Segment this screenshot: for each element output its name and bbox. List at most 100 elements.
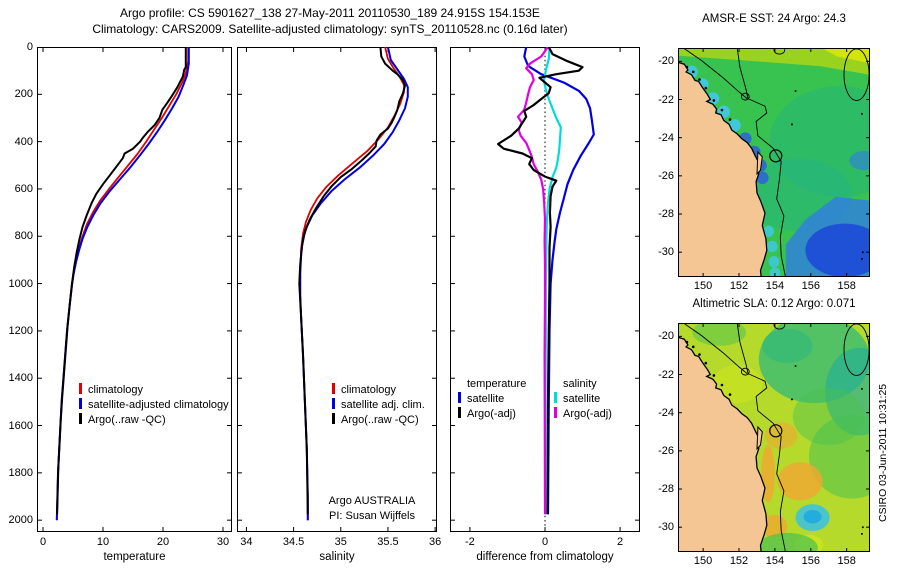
y-tick-label: 600: [14, 182, 33, 195]
panel-diff-plot: [450, 47, 640, 532]
panel-temp-plot: [37, 47, 232, 532]
field-layer: [678, 48, 870, 75]
map-lat-label: -28: [658, 208, 674, 221]
map-lat-label: -22: [658, 93, 674, 106]
contour-loop: [773, 48, 786, 55]
x-tick-label: 20: [156, 536, 170, 548]
plot-box: [37, 47, 232, 532]
contour-dot: [860, 532, 863, 535]
legend-item: satellite-adjusted climatology: [79, 398, 229, 413]
legend-line-swatch: [554, 407, 557, 418]
legend-item-label: Argo(..raw -QC): [88, 414, 166, 426]
map-lon-label: 156: [801, 555, 820, 567]
legend-item: climatology: [79, 383, 229, 398]
series-climatology: [55, 47, 190, 521]
program-annotation-line2: PI: Susan Wijffels: [329, 510, 415, 522]
contour-dot: [860, 387, 863, 390]
legend-item: satellite: [458, 392, 526, 407]
field-layer: [777, 462, 823, 501]
island-polygon: [756, 150, 763, 176]
map-lat-label: -30: [658, 521, 674, 534]
x-tick-label: 0: [541, 536, 549, 548]
y-tick-label: 2000: [8, 514, 33, 527]
legend-line-swatch: [458, 407, 461, 418]
island-dot: [720, 383, 724, 387]
map-lon-label: 152: [729, 280, 749, 292]
y-tick-label: 1600: [8, 419, 33, 432]
legend-line-swatch: [554, 392, 557, 403]
field-layer: [809, 414, 870, 499]
difference-temperature-legend: temperature satellite Argo(-adj): [458, 377, 526, 422]
field-layer: [768, 256, 780, 268]
field-layer: [803, 510, 822, 524]
map-lat-label: -30: [658, 246, 674, 259]
map-lon-label: 154: [765, 555, 785, 567]
legend-item: satellite adj. clim.: [332, 398, 425, 413]
map-lat-label: -22: [658, 368, 674, 381]
legend-line-swatch: [79, 383, 82, 394]
map-lon-label: 150: [693, 555, 713, 567]
series-temperature-satellite: [523, 47, 595, 515]
map-lon-label: 152: [729, 555, 749, 567]
map-sst-canvas: [678, 48, 870, 277]
legend-item-label: climatology: [88, 384, 144, 396]
legend-item: Argo(-adj): [458, 407, 526, 422]
map-lon-label: 158: [837, 280, 856, 292]
series-climatology: [299, 47, 405, 521]
island-dot: [712, 374, 716, 377]
plot-box: [237, 47, 437, 532]
map-lat-label: -24: [658, 406, 674, 419]
contour-dot: [790, 123, 793, 126]
argo-position-marker: [769, 424, 783, 438]
x-tick-label: 35: [334, 536, 347, 548]
series-salinity-argo-adj-: [516, 47, 549, 515]
x-tick-label: 0: [39, 536, 47, 548]
legend-group-header: salinity: [563, 378, 597, 390]
legend-item: Argo(..raw -QC): [332, 413, 425, 428]
legend-item: Argo(..raw -QC): [79, 413, 229, 428]
y-tick-label: 400: [14, 135, 33, 148]
program-annotation-line1: Argo AUSTRALIA: [328, 495, 416, 507]
island-dot: [704, 86, 708, 90]
field-layer: [849, 151, 870, 171]
island-dot: [728, 118, 732, 121]
map-lat-label: -20: [658, 330, 674, 343]
map-sla-canvas: [678, 323, 870, 552]
map-lon-label: 158: [837, 555, 856, 567]
x-tick-label: 36: [428, 536, 442, 548]
legend-item-label: climatology: [341, 384, 397, 396]
contour-dot: [860, 112, 863, 115]
y-tick-label: 1400: [8, 372, 33, 385]
legend-line-swatch: [79, 413, 82, 424]
field-layer: [756, 532, 818, 552]
x-tick-label: 35.5: [377, 536, 399, 548]
map-lon-label: 150: [693, 280, 713, 292]
field-layer: [706, 92, 720, 105]
series-argo-raw-qc-: [56, 47, 187, 515]
contour-dot: [794, 364, 797, 367]
series-temperature-argo-adj-: [496, 47, 584, 515]
map-lat-label: -24: [658, 131, 674, 144]
sla-map: [678, 323, 870, 552]
map-lon-label: 156: [801, 280, 820, 292]
field-layer: [762, 328, 813, 364]
island-dot: [704, 361, 708, 365]
legend-line-swatch: [458, 392, 461, 403]
y-tick-label: 800: [14, 230, 33, 243]
island-dot: [685, 340, 689, 344]
island-dot: [691, 70, 695, 74]
contour-dot: [861, 251, 864, 254]
island-dot: [728, 393, 732, 396]
field-layer: [763, 225, 774, 237]
field-layer: [692, 323, 747, 346]
x-tick-label: 34: [240, 536, 253, 548]
sst-map-title: AMSR-E SST: 24 Argo: 24.3: [702, 13, 846, 25]
map-lat-label: -26: [658, 444, 674, 457]
legend-item-label: satellite adj. clim.: [341, 399, 425, 411]
x-tick-label: -2: [465, 536, 475, 548]
legend-item-label: Argo(-adj): [467, 408, 516, 420]
series-satellite-adjusted-climatology: [55, 47, 190, 521]
legend-line-swatch: [332, 383, 335, 394]
legend-line-swatch: [332, 413, 335, 424]
